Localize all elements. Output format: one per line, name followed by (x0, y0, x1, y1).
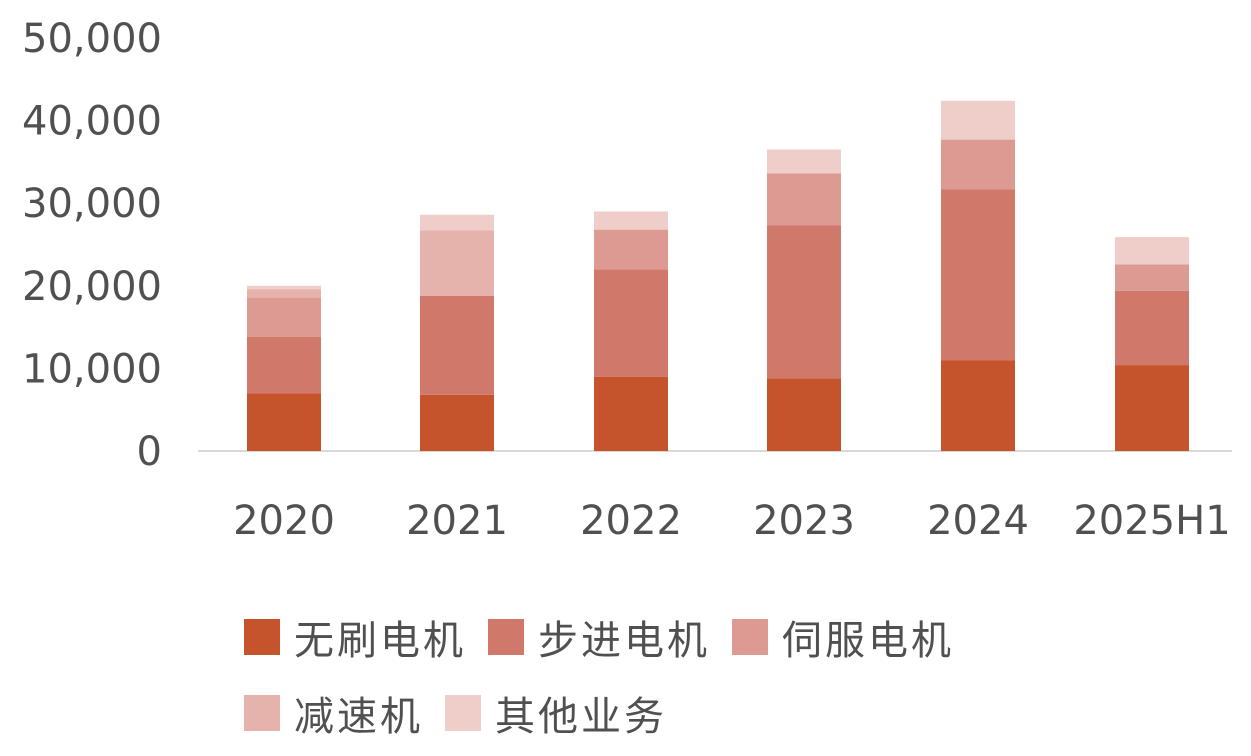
legend-item-servo-motor: 伺服电机 (732, 608, 954, 666)
bar-segment (247, 337, 321, 394)
legend-row-2: 减速机 其他业务 (244, 684, 1104, 742)
bar-segment (594, 376, 668, 451)
stacked-bar-chart: 0 10,000 20,000 30,000 40,000 50,000 2020 2021… (22, 16, 1232, 544)
bar-segment (1115, 290, 1189, 366)
bar-segment (767, 378, 841, 451)
legend-label: 伺服电机 (782, 618, 954, 664)
bar-segment (941, 189, 1015, 361)
bar-segment (247, 285, 321, 290)
bar-segment (247, 289, 321, 298)
bar-segment (767, 225, 841, 379)
bar-segment (1115, 365, 1189, 451)
x-tick-label: 2023 (753, 498, 855, 544)
legend-swatch (445, 695, 481, 731)
bar-segment (767, 173, 841, 226)
y-tick-label: 10,000 (22, 346, 162, 392)
x-tick-label: 2020 (233, 498, 335, 544)
legend-swatch (488, 619, 524, 655)
bar-segment (420, 230, 494, 296)
bar-segment (941, 139, 1015, 190)
y-tick-label: 50,000 (22, 16, 162, 62)
bars (247, 100, 1189, 451)
legend-label: 其他业务 (495, 694, 667, 740)
bar-segment (420, 394, 494, 451)
y-tick-label: 40,000 (22, 99, 162, 145)
bar-segment (1115, 237, 1189, 265)
bar-segment (247, 393, 321, 451)
bar-segment (247, 297, 321, 338)
bar-segment (1115, 264, 1189, 291)
legend-swatch (244, 695, 280, 731)
bar-segment (594, 269, 668, 377)
legend-item-other-business: 其他业务 (445, 684, 667, 742)
legend-item-brushless-motor: 无刷电机 (244, 608, 466, 666)
legend-label: 无刷电机 (294, 618, 466, 664)
legend-item-stepper-motor: 步进电机 (488, 608, 710, 666)
legend-swatch (732, 619, 768, 655)
bar-segment (767, 149, 841, 174)
x-tick-label: 2022 (580, 498, 682, 544)
legend-label: 减速机 (294, 694, 423, 740)
legend-swatch (244, 619, 280, 655)
x-axis-labels: 2020 2021 2022 2023 2024 2025H1 (233, 498, 1231, 544)
bar-segment (941, 360, 1015, 451)
legend-item-reducer: 减速机 (244, 684, 423, 742)
bar-segment (594, 211, 668, 230)
y-axis-labels: 0 10,000 20,000 30,000 40,000 50,000 (22, 16, 162, 475)
legend-row-1: 无刷电机 步进电机 伺服电机 (244, 608, 1104, 666)
x-tick-label: 2025H1 (1073, 498, 1230, 544)
y-tick-label: 30,000 (22, 181, 162, 227)
y-tick-label: 20,000 (22, 264, 162, 310)
bar-segment (941, 100, 1015, 140)
bar-segment (420, 214, 494, 231)
legend-label: 步进电机 (538, 618, 710, 664)
x-tick-label: 2021 (406, 498, 508, 544)
y-tick-label: 0 (137, 429, 162, 475)
bar-segment (594, 229, 668, 270)
legend: 无刷电机 步进电机 伺服电机 减速机 其他业务 (244, 608, 1104, 742)
bar-segment (420, 295, 494, 395)
x-tick-label: 2024 (927, 498, 1029, 544)
